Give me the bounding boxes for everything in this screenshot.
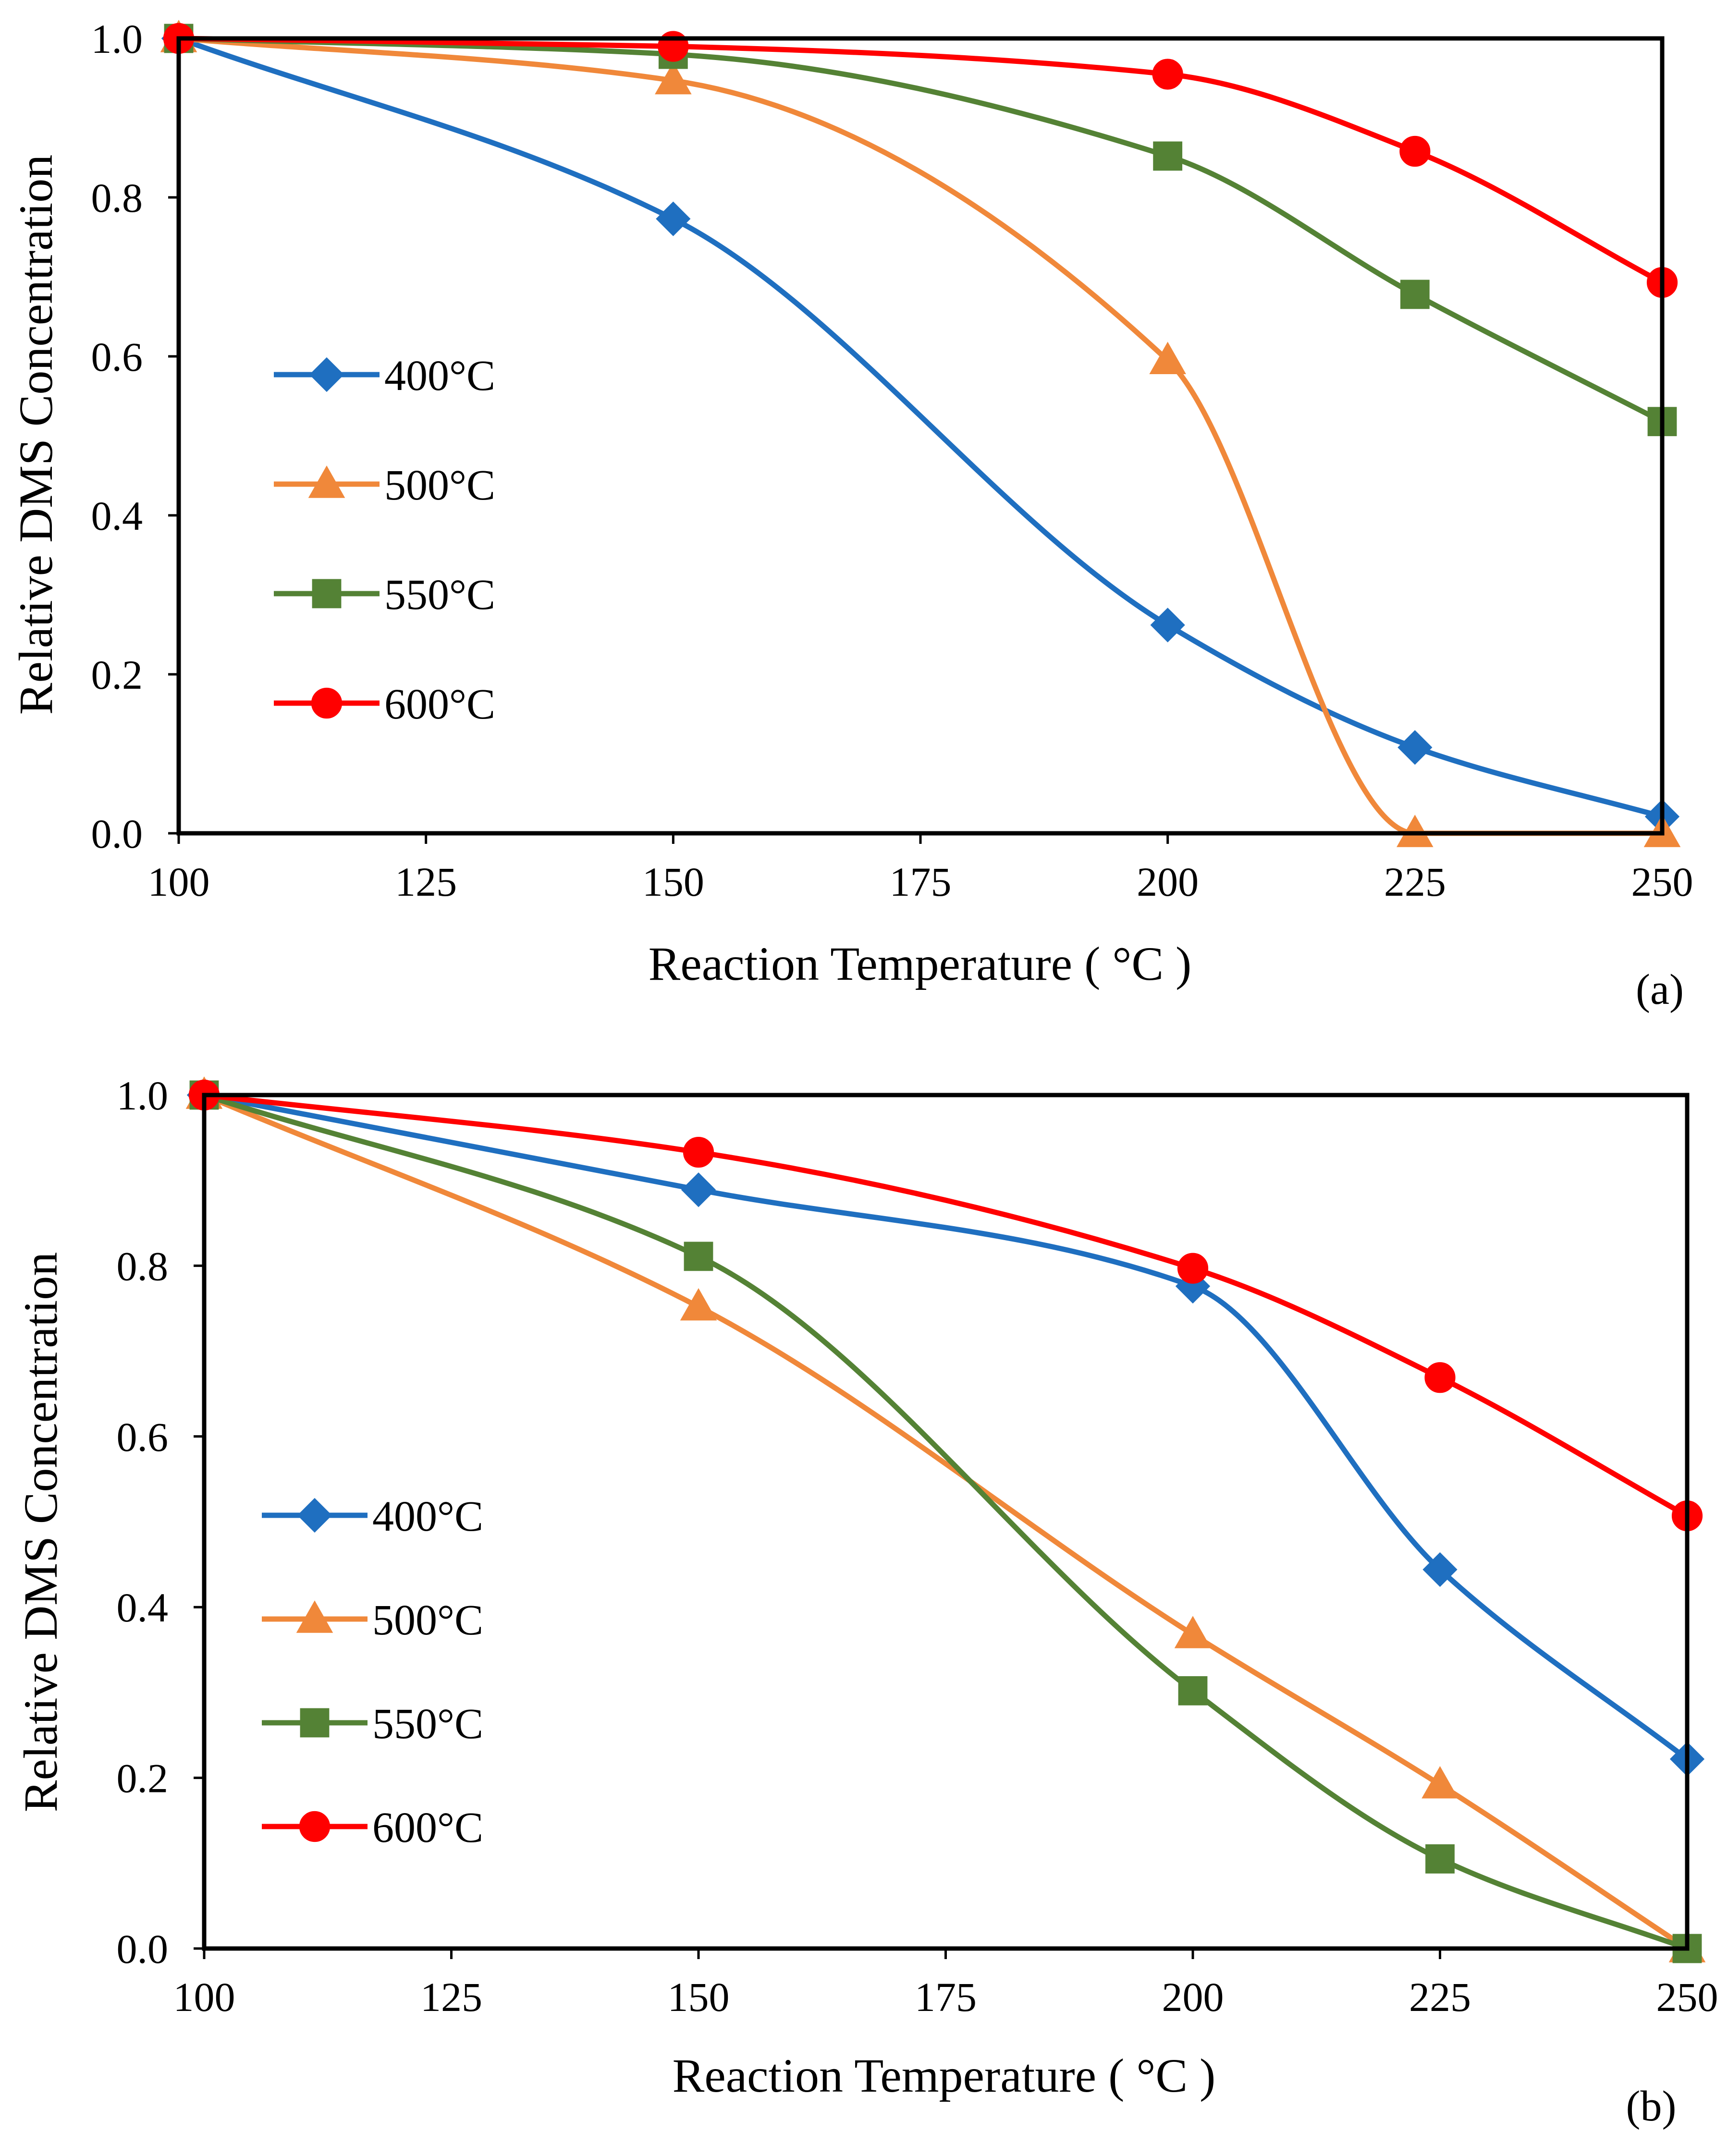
chart-a-legend-label-600: 600°C xyxy=(384,681,495,728)
chart-b-legend-swatch-marker xyxy=(296,1600,333,1633)
chart-a-series xyxy=(160,20,1681,847)
chart-a-series-600-line xyxy=(176,36,1665,285)
chart-a-legend-label-500: 500°C xyxy=(384,462,495,509)
chart-b-legend: 400°C 500°C 550°C 600°C xyxy=(262,1493,483,1851)
chart-a-legend-swatch-marker xyxy=(312,579,342,609)
chart-a-legend-item-400: 400°C xyxy=(274,352,495,400)
chart-b-series-600-point xyxy=(1177,1253,1209,1284)
chart-a-x-tick-label: 175 xyxy=(890,859,952,905)
chart-a-series-600-point xyxy=(1399,135,1431,167)
chart-b-legend-label-400: 400°C xyxy=(372,1493,483,1540)
chart-b-series-600-point xyxy=(1424,1362,1456,1393)
chart-b-x-tick-labels: 100 125 150 175 200 225 250 xyxy=(173,1974,1718,2020)
chart-a-series-600-point xyxy=(1152,59,1183,90)
chart-b-series-400-point xyxy=(681,1172,716,1207)
chart-b-legend-label-550: 550°C xyxy=(372,1700,483,1748)
chart-a-legend-item-600: 600°C xyxy=(274,681,495,728)
chart-a-y-tick-label: 1.0 xyxy=(91,16,143,62)
chart-a-legend-item-500: 500°C xyxy=(274,462,495,509)
chart-a-series-550-point xyxy=(1400,280,1430,309)
chart-a-y-tick-label: 0.0 xyxy=(91,811,143,857)
chart-b-y-tick-label: 0.4 xyxy=(117,1584,169,1631)
chart-b-series-500-line xyxy=(201,1092,1690,1951)
chart-a-legend-label-550: 550°C xyxy=(384,571,495,619)
chart-a-series-400-point xyxy=(1397,730,1433,765)
chart-b-x-tick-label: 150 xyxy=(668,1974,730,2020)
chart-b-x-axis-title: Reaction Temperature ( °C ) xyxy=(673,2049,1216,2102)
chart-b-plot-frame xyxy=(202,1093,1690,1951)
chart-a-y-tick-label: 0.2 xyxy=(91,652,143,698)
chart-panel-a: 100 125 150 175 200 225 250 0.0 0.2 0.4 0.6 0.8 1.0… xyxy=(9,16,1693,1013)
chart-b-legend-swatch-marker xyxy=(299,1811,331,1842)
chart-b-series xyxy=(185,1076,1706,1963)
chart-a-plot-frame xyxy=(176,36,1665,836)
chart-a-legend-item-550: 550°C xyxy=(274,571,495,619)
chart-a-series-400-point xyxy=(1150,608,1185,643)
chart-b-legend-label-600: 600°C xyxy=(372,1804,483,1851)
chart-b-x-tick-label: 200 xyxy=(1162,1974,1224,2020)
chart-b-panel-label: (b) xyxy=(1626,2083,1677,2130)
chart-a-x-tick-label: 100 xyxy=(148,859,210,905)
chart-b-legend-item-600: 600°C xyxy=(262,1804,483,1851)
chart-b-legend-item-500: 500°C xyxy=(262,1596,483,1644)
chart-a-series-550-line xyxy=(176,36,1665,425)
chart-a-legend-swatch-marker xyxy=(309,357,344,392)
chart-b-series-600-point xyxy=(683,1136,714,1168)
chart-a-legend-swatch-marker xyxy=(311,687,343,719)
chart-panel-b: 100 125 150 175 200 225 250 0.0 0.2 0.4 0.6 0.8 1.0… xyxy=(14,1072,1718,2130)
chart-a-y-tick-label: 0.8 xyxy=(91,175,143,221)
chart-a-x-tick-label: 250 xyxy=(1631,859,1693,905)
chart-b-y-tick-labels: 0.0 0.2 0.4 0.6 0.8 1.0 xyxy=(117,1072,169,1972)
chart-a-x-tick-label: 150 xyxy=(642,859,704,905)
chart-b-series-500-point xyxy=(1422,1766,1458,1799)
chart-b-y-tick-label: 0.6 xyxy=(117,1414,169,1460)
chart-b-y-tick-label: 0.2 xyxy=(117,1755,169,1802)
chart-a-x-tick-labels: 100 125 150 175 200 225 250 xyxy=(148,859,1693,905)
chart-a-series-400-point xyxy=(656,201,691,236)
chart-b-series-500-point xyxy=(680,1288,717,1321)
chart-b-legend-label-500: 500°C xyxy=(372,1596,483,1644)
chart-b-y-tick-label: 0.0 xyxy=(117,1926,169,1972)
chart-a-x-tick-label: 125 xyxy=(395,859,457,905)
chart-a-y-axis-title: Relative DMS Concentration xyxy=(9,155,62,715)
chart-b-legend-swatch-marker xyxy=(300,1708,330,1738)
chart-b-x-tick-label: 250 xyxy=(1656,1974,1718,2020)
chart-a-series-400 xyxy=(161,21,1680,834)
chart-b-x-tick-label: 225 xyxy=(1409,1974,1471,2020)
chart-a-y-tick-labels: 0.0 0.2 0.4 0.6 0.8 1.0 xyxy=(91,16,143,857)
chart-a-series-600-point xyxy=(658,31,689,62)
chart-b-y-axis-title: Relative DMS Concentration xyxy=(14,1252,67,1812)
chart-b-x-tick-label: 175 xyxy=(915,1974,977,2020)
chart-a-series-500-point xyxy=(1149,341,1186,374)
chart-a-series-600 xyxy=(163,23,1678,298)
chart-a-legend: 400°C 500°C 550°C 600°C xyxy=(274,352,495,728)
chart-a-series-550-point xyxy=(1153,141,1183,171)
chart-b-series-600-line xyxy=(201,1092,1690,1519)
chart-a-legend-swatch-marker xyxy=(308,465,345,498)
chart-a-y-tick-label: 0.4 xyxy=(91,493,143,539)
chart-b-series-550-point xyxy=(684,1242,713,1271)
chart-a-x-axis-title: Reaction Temperature ( °C ) xyxy=(649,937,1192,990)
chart-b-series-400-line xyxy=(201,1092,1690,1762)
chart-b-y-tick-label: 0.8 xyxy=(117,1243,169,1289)
chart-b-legend-swatch-marker xyxy=(297,1498,332,1533)
chart-a-series-400-line xyxy=(176,36,1665,819)
chart-a-legend-label-400: 400°C xyxy=(384,352,495,400)
chart-b-legend-item-550: 550°C xyxy=(262,1700,483,1748)
chart-b-series-400-point xyxy=(1422,1552,1458,1587)
chart-b-x-tick-label: 125 xyxy=(420,1974,482,2020)
chart-a-series-500-point xyxy=(655,61,692,95)
chart-a-y-tick-label: 0.6 xyxy=(91,334,143,380)
chart-b-x-tick-label: 100 xyxy=(173,1974,235,2020)
chart-b-series-550-point xyxy=(1178,1676,1208,1705)
chart-a-x-tick-label: 225 xyxy=(1384,859,1446,905)
chart-b-series-550-line xyxy=(201,1092,1690,1951)
chart-b-series-500-point xyxy=(1174,1616,1212,1648)
chart-a-x-tick-label: 200 xyxy=(1137,859,1199,905)
chart-b-series-550-point xyxy=(1425,1844,1455,1874)
chart-b-y-tick-label: 1.0 xyxy=(117,1072,169,1119)
chart-a-panel-label: (a) xyxy=(1636,966,1684,1013)
chart-b-legend-item-400: 400°C xyxy=(262,1493,483,1540)
